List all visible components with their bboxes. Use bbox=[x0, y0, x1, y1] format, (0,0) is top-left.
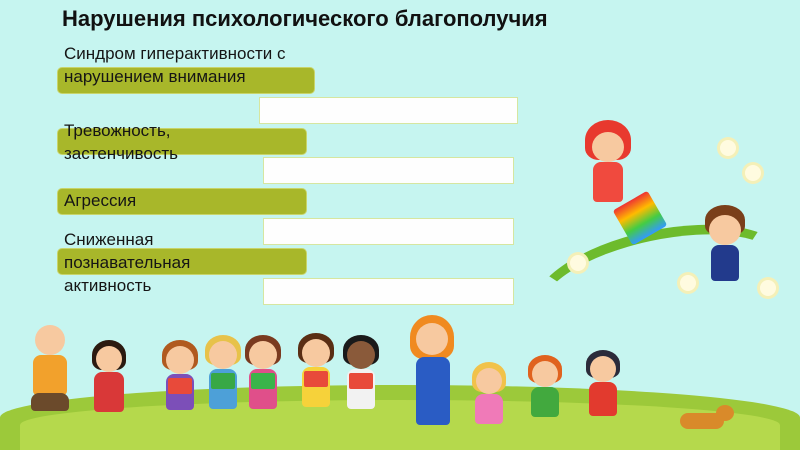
answer-box-2[interactable] bbox=[263, 157, 514, 184]
flower bbox=[745, 165, 761, 181]
flower bbox=[760, 280, 776, 296]
flower bbox=[570, 255, 586, 271]
category-bar-2 bbox=[57, 128, 307, 155]
flower bbox=[720, 140, 736, 156]
category-bar-3 bbox=[57, 188, 307, 215]
category-bar-1 bbox=[57, 67, 315, 94]
item-label-3: Агрессия bbox=[64, 191, 137, 210]
grass-hill-front bbox=[20, 400, 780, 450]
category-bar-4 bbox=[57, 248, 307, 275]
item-label-4: Сниженная познавательная активность bbox=[64, 230, 191, 295]
answer-box-1[interactable] bbox=[259, 97, 518, 124]
answer-box-4[interactable] bbox=[263, 278, 514, 305]
answer-box-3[interactable] bbox=[263, 218, 514, 245]
flower bbox=[680, 275, 696, 291]
slide-title: Нарушения психологического благополучия bbox=[62, 6, 548, 31]
item-label-1: Синдром гиперактивности с нарушением вни… bbox=[64, 44, 286, 86]
item-label-2: Тревожность, застенчивость bbox=[64, 121, 178, 163]
